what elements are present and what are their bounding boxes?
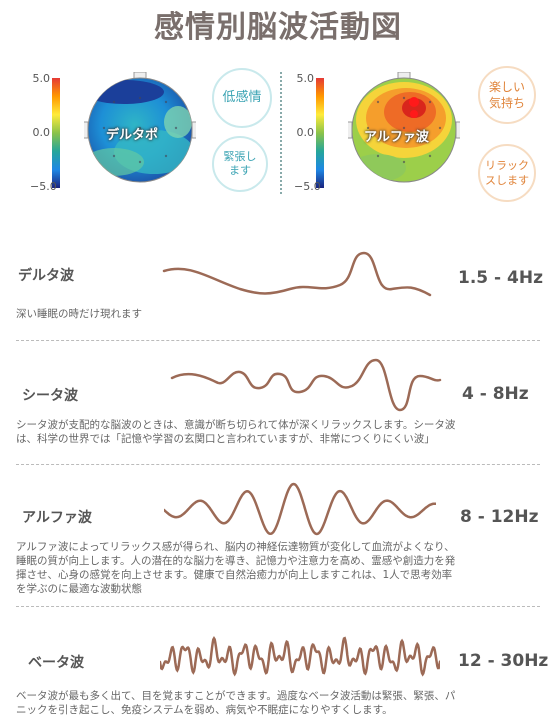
- wave-name-theta: シータ波: [22, 388, 78, 404]
- page-title: 感情別脳波活動図: [154, 10, 402, 45]
- color-scale-bar: [52, 78, 60, 188]
- theta-wave: [170, 358, 442, 412]
- color-scale-left: 5.0 0.0 −5.0: [30, 72, 70, 193]
- delta-map-label: デルタポ: [106, 128, 159, 143]
- beta-wave: [160, 635, 440, 677]
- alpha-wave: [164, 482, 436, 536]
- wave-desc-delta: 深い睡眠の時だけ現れます: [16, 308, 142, 320]
- color-scale-bar: [316, 78, 324, 188]
- wave-path: [160, 635, 440, 677]
- separator: [16, 464, 540, 465]
- wave-freq-theta: 4 - 8Hz: [462, 384, 529, 404]
- wave-path: [164, 482, 436, 536]
- bubble-text: 低感情: [222, 90, 262, 105]
- bubble-fun: 楽しい 気持ち: [478, 66, 536, 124]
- bubble-text: リラック スします: [485, 159, 529, 187]
- alpha-map-label: アルファ波: [364, 130, 429, 145]
- bubble-tension: 緊張し ます: [212, 136, 268, 192]
- wave-freq-delta: 1.5 - 4Hz: [458, 268, 543, 288]
- color-scale-right: 5.0 0.0 −5.0: [294, 72, 334, 193]
- wave-desc-theta: シータ波が支配的な脳波のときは、意識が断ち切られて体が深くリラックスします。シー…: [16, 419, 456, 445]
- alpha-head-icon: [348, 72, 460, 183]
- wave-name-beta: ベータ波: [28, 655, 84, 671]
- delta-topomap: デルタポ: [84, 72, 196, 184]
- separator: [16, 606, 540, 607]
- divider: [280, 72, 282, 194]
- wave-desc-alpha: アルファ波によってリラックス感が得られ、脳内の神経伝達物質が変化して血流がよくな…: [16, 541, 456, 595]
- wave-freq-alpha: 8 - 12Hz: [460, 507, 539, 527]
- bubble-low-emotion: 低感情: [212, 68, 272, 128]
- separator: [16, 340, 540, 341]
- bubble-text: 緊張し ます: [223, 150, 257, 177]
- scale-max-label: 5.0: [296, 72, 315, 85]
- wave-freq-beta: 12 - 30Hz: [458, 651, 549, 671]
- scale-min-label: −5.0: [294, 180, 321, 193]
- alpha-topomap: アルファ波: [348, 72, 460, 184]
- scale-mid-label: 0.0: [296, 126, 315, 139]
- topomap-panel: 5.0 0.0 −5.0: [0, 64, 556, 204]
- scale-mid-label: 0.0: [32, 126, 51, 139]
- wave-desc-beta: ベータ波が最も多く出て、目を覚ますことができます。過度なベータ波活動は緊張、緊張…: [16, 690, 456, 716]
- scale-max-label: 5.0: [32, 72, 51, 85]
- wave-name-alpha: アルファ波: [22, 510, 92, 526]
- bubble-text: 楽しい 気持ち: [488, 80, 525, 110]
- scale-min-label: −5.0: [30, 180, 57, 193]
- delta-wave: [162, 251, 432, 297]
- delta-head-icon: [84, 72, 196, 183]
- bubble-relax: リラック スします: [478, 144, 536, 202]
- wave-name-delta: デルタ波: [18, 268, 74, 284]
